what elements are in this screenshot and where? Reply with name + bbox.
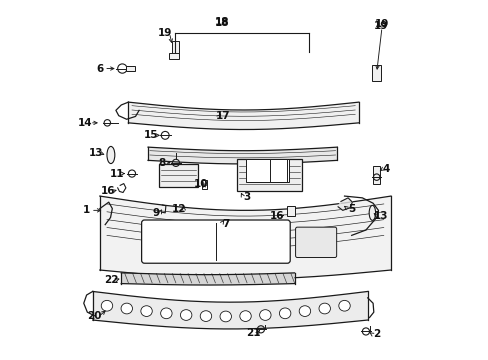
Ellipse shape (368, 205, 375, 220)
Ellipse shape (259, 310, 270, 320)
Text: 1: 1 (83, 205, 90, 215)
Text: 13: 13 (89, 148, 103, 158)
Text: 18: 18 (215, 18, 229, 28)
Ellipse shape (220, 311, 231, 322)
Polygon shape (121, 273, 294, 285)
Text: 10: 10 (193, 179, 208, 189)
Polygon shape (337, 198, 352, 210)
FancyBboxPatch shape (142, 220, 290, 263)
Ellipse shape (299, 306, 310, 316)
Text: 19: 19 (373, 21, 387, 31)
Ellipse shape (161, 308, 172, 319)
Text: 12: 12 (172, 204, 186, 214)
Text: 18: 18 (215, 17, 229, 27)
Text: 17: 17 (215, 111, 230, 121)
Text: 13: 13 (373, 211, 387, 221)
Ellipse shape (239, 311, 251, 321)
Text: 20: 20 (87, 311, 102, 321)
Bar (172, 41, 179, 56)
Ellipse shape (279, 308, 290, 319)
Text: 7: 7 (222, 219, 229, 229)
Ellipse shape (101, 300, 112, 311)
Text: 8: 8 (159, 158, 165, 168)
Ellipse shape (180, 310, 191, 320)
Bar (372, 64, 381, 81)
Polygon shape (128, 102, 358, 130)
Text: 2: 2 (372, 329, 380, 339)
Text: 6: 6 (96, 64, 103, 73)
Polygon shape (93, 292, 367, 329)
Text: 16: 16 (101, 186, 115, 197)
Text: 19: 19 (374, 18, 388, 28)
Bar (237, 158, 301, 191)
Text: 16: 16 (269, 211, 284, 221)
Bar (125, 66, 135, 71)
Ellipse shape (121, 303, 132, 314)
Text: 21: 21 (245, 328, 260, 338)
Text: 5: 5 (347, 203, 355, 213)
Polygon shape (100, 196, 390, 279)
Ellipse shape (141, 306, 152, 316)
Ellipse shape (107, 147, 115, 163)
Bar (159, 164, 198, 187)
Text: 11: 11 (109, 168, 123, 179)
Text: 19: 19 (158, 28, 172, 38)
Text: 15: 15 (143, 130, 158, 140)
Bar (246, 158, 288, 182)
Bar (372, 166, 380, 184)
Bar (287, 206, 295, 216)
Text: 4: 4 (382, 164, 389, 174)
Ellipse shape (200, 311, 211, 321)
Text: 3: 3 (243, 192, 250, 202)
Bar (269, 158, 287, 182)
Text: 22: 22 (104, 275, 119, 285)
Text: 9: 9 (152, 208, 159, 218)
Polygon shape (148, 147, 337, 164)
Text: 14: 14 (78, 118, 93, 128)
Bar (169, 53, 179, 59)
Ellipse shape (338, 300, 349, 311)
FancyBboxPatch shape (295, 227, 336, 257)
Ellipse shape (318, 303, 330, 314)
